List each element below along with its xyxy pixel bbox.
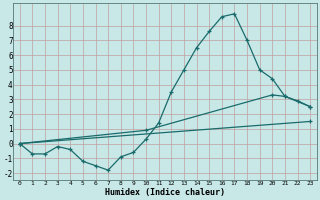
- X-axis label: Humidex (Indice chaleur): Humidex (Indice chaleur): [105, 188, 225, 197]
